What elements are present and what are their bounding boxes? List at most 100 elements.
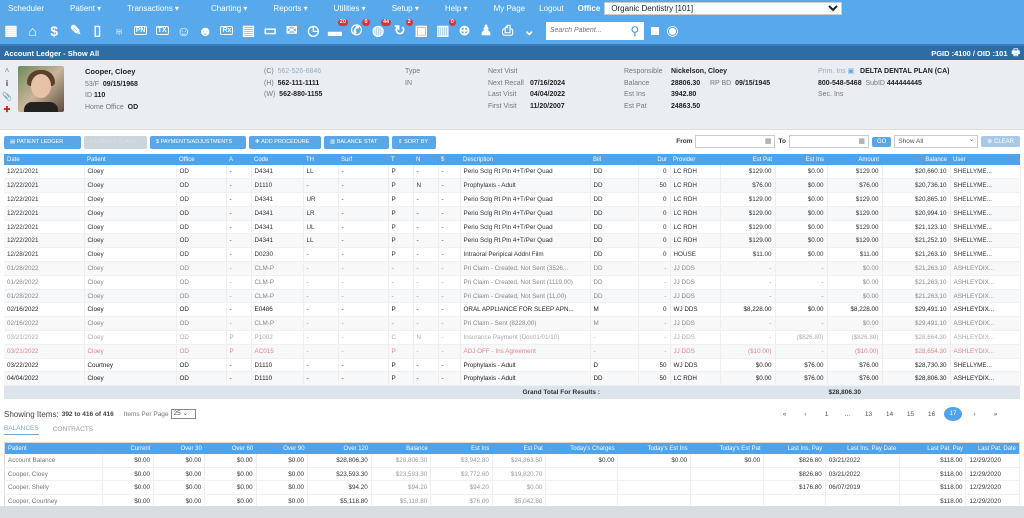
- go-button[interactable]: GO: [871, 136, 892, 147]
- column-header[interactable]: Amount: [827, 154, 882, 165]
- mail-icon[interactable]: ✉: [285, 22, 298, 38]
- pn-icon[interactable]: PN: [133, 26, 148, 35]
- column-header[interactable]: Today's Est Ins: [617, 442, 691, 454]
- insurance-card-icon[interactable]: ▣: [847, 68, 855, 75]
- column-header[interactable]: Office: [176, 154, 226, 165]
- page-link[interactable]: 17: [944, 407, 962, 422]
- column-header[interactable]: Dur: [638, 154, 670, 165]
- user-clock-icon[interactable]: ☺: [176, 22, 191, 39]
- tab-contracts[interactable]: CONTRACTS: [52, 425, 94, 433]
- column-header[interactable]: Today's Charges: [545, 442, 618, 454]
- collapse-icon[interactable]: ˄: [4, 66, 10, 75]
- column-header[interactable]: Over 60: [204, 442, 257, 454]
- balance-stat-button[interactable]: ▥ BALANCE STAT: [324, 135, 389, 149]
- rx-icon[interactable]: Rx: [220, 26, 234, 35]
- ledger-row[interactable]: 02/16/2022 Cloey OD - E0486- - P - - ORAL APPLIAN…: [4, 302, 1021, 318]
- column-header[interactable]: User: [950, 154, 1020, 165]
- dollar-icon[interactable]: $: [50, 22, 59, 39]
- ledger-row[interactable]: 12/22/2021 Cloey OD - D4341 UL - P - - Perio Sclg …: [4, 220, 1021, 235]
- group-search-icon[interactable]: ◉: [666, 22, 679, 38]
- page-link[interactable]: «: [782, 410, 787, 418]
- column-header[interactable]: Est Pat: [492, 442, 546, 454]
- show-filter-select[interactable]: Show All: [894, 134, 979, 148]
- column-header[interactable]: Last Ins. Pay Date: [825, 442, 900, 454]
- ledger-row[interactable]: 03/21/2022 Cloey OD P AC015- - P - - ADJ OFF - In…: [4, 344, 1021, 359]
- ledger-row[interactable]: 12/22/2021 Cloey OD - D4341 LR - P - - Perio Sclg …: [4, 206, 1021, 221]
- globe-search-icon[interactable]: ⊕: [458, 22, 471, 38]
- tooth-icon[interactable]: ♅: [113, 22, 125, 39]
- chat-icon[interactable]: ▬ 20: [327, 18, 348, 39]
- page-link[interactable]: ...: [844, 410, 851, 418]
- ledger-row[interactable]: 02/16/2022 Cloey OD - CLM-P - - - - - Pri Claim - …: [4, 316, 1021, 332]
- column-header[interactable]: Over 30: [153, 442, 205, 454]
- column-header[interactable]: N: [413, 154, 438, 165]
- ledger-row[interactable]: 03/21/2022 Cloey OD P P1002- - C N - Insurance Pa…: [4, 330, 1021, 345]
- column-header[interactable]: Bill: [590, 154, 638, 165]
- items-per-page-select[interactable]: 25 ⌄: [170, 409, 196, 420]
- menu-charting[interactable]: Charting ▾: [210, 4, 248, 13]
- column-header[interactable]: Balance: [882, 154, 950, 165]
- ledger-row[interactable]: 01/28/2022 Cloey OD - CLM-P - - - - - Pri Claim - …: [4, 289, 1021, 304]
- lock-refresh-icon[interactable]: ↻ 2: [393, 18, 413, 38]
- page-link[interactable]: 15: [906, 410, 915, 418]
- ledger-row[interactable]: 12/22/2021 Cloey OD - D4341 LL - P - - Perio Sclg …: [4, 233, 1021, 249]
- phone-cell[interactable]: 562-526-6846: [277, 68, 322, 75]
- ledger-row[interactable]: 12/28/2021 Cloey OD - D0230- - P - - Intraoral Pe…: [4, 247, 1021, 263]
- column-header[interactable]: Current: [102, 442, 154, 454]
- column-header[interactable]: Provider: [670, 154, 720, 165]
- clock-icon[interactable]: ◷: [307, 22, 320, 38]
- ledger-row[interactable]: 12/22/2021 Cloey OD - D1110- - P N - Prophylaxis …: [4, 178, 1021, 194]
- print-icon[interactable]: 🖶: [1011, 47, 1021, 57]
- ledger-row[interactable]: 12/22/2021 Cloey OD - D4341 UR - P - - Perio Sclg …: [4, 192, 1021, 207]
- medical-alert-icon[interactable]: ✚: [3, 105, 11, 114]
- form-icon[interactable]: ▥ 0: [436, 18, 456, 38]
- page-link[interactable]: ›: [973, 410, 976, 418]
- calendar-icon[interactable]: ▦: [4, 22, 18, 38]
- group-icon[interactable]: ♟: [479, 22, 493, 38]
- document-icon[interactable]: ▤: [241, 22, 256, 38]
- page-link[interactable]: 1: [824, 410, 829, 418]
- column-header[interactable]: Over 90: [256, 442, 308, 454]
- tab-balances[interactable]: BALANCES: [4, 425, 39, 436]
- ledger-row[interactable]: 01/28/2022 Cloey OD - CLM-P - - - - - Pri Claim - …: [4, 261, 1021, 276]
- column-header[interactable]: Description: [460, 154, 590, 165]
- sms-icon[interactable]: ✆ 0: [350, 18, 370, 38]
- menu-scheduler[interactable]: Scheduler: [8, 4, 45, 13]
- tx-icon[interactable]: TX: [155, 26, 169, 35]
- ledger-row[interactable]: 12/21/2021 Cloey OD - D4341 LL - P - - Perio Sclg …: [4, 165, 1021, 180]
- column-header[interactable]: Date: [4, 154, 84, 165]
- column-header[interactable]: A: [226, 154, 251, 165]
- patient-ledger-button[interactable]: ▤ PATIENT LEDGER: [4, 135, 81, 149]
- add-procedure-button[interactable]: ✚ ADD PROCEDURE: [249, 135, 321, 149]
- ledger-row[interactable]: 03/22/2022 Courtney OD - D1110- - P - - Prophylax…: [4, 358, 1021, 373]
- menu-help[interactable]: Help ▾: [444, 4, 468, 13]
- page-link[interactable]: 13: [864, 410, 873, 418]
- printer-doc-icon[interactable]: ▭: [263, 22, 277, 38]
- column-header[interactable]: Patient: [84, 154, 176, 165]
- column-header[interactable]: Last Pat. Pay: [899, 442, 966, 454]
- column-header[interactable]: Over 120: [307, 442, 372, 454]
- column-header[interactable]: Last Pat. Date: [965, 442, 1020, 454]
- column-header[interactable]: Est Ins: [775, 154, 827, 165]
- tooth-chart-icon[interactable]: ▯: [93, 22, 102, 38]
- print-icon[interactable]: ⎙: [502, 22, 514, 38]
- column-header[interactable]: Balance: [371, 442, 431, 454]
- menu-my-page[interactable]: My Page: [493, 4, 526, 13]
- column-header[interactable]: Today's Est Pat: [690, 442, 764, 454]
- ledger-row[interactable]: 04/04/2022 Cloey OD - D1110- - P - - Prophylaxis …: [4, 371, 1021, 387]
- paperclip-icon[interactable]: 📎: [2, 92, 12, 101]
- chevrons-down-icon[interactable]: ⌄: [523, 22, 536, 38]
- column-header[interactable]: Patient: [4, 442, 103, 454]
- to-date-input[interactable]: [788, 135, 869, 148]
- column-header[interactable]: Last Ins. Pay: [763, 442, 826, 454]
- clear-button[interactable]: ⊗ CLEAR: [981, 136, 1020, 147]
- payments-adjustments-button[interactable]: $ PAYMENTS/ADJUSTMENTS: [150, 135, 246, 149]
- menu-logout[interactable]: Logout: [539, 4, 564, 13]
- from-date-input[interactable]: [695, 135, 776, 148]
- menu-utilities[interactable]: Utilities ▾: [333, 4, 366, 13]
- search-checkbox[interactable]: [651, 26, 660, 35]
- column-header[interactable]: Surf: [338, 154, 388, 165]
- column-header[interactable]: T: [388, 154, 413, 165]
- globe-user-icon[interactable]: ◍ 44: [371, 18, 392, 38]
- edit-notes-icon[interactable]: ✎: [69, 22, 82, 38]
